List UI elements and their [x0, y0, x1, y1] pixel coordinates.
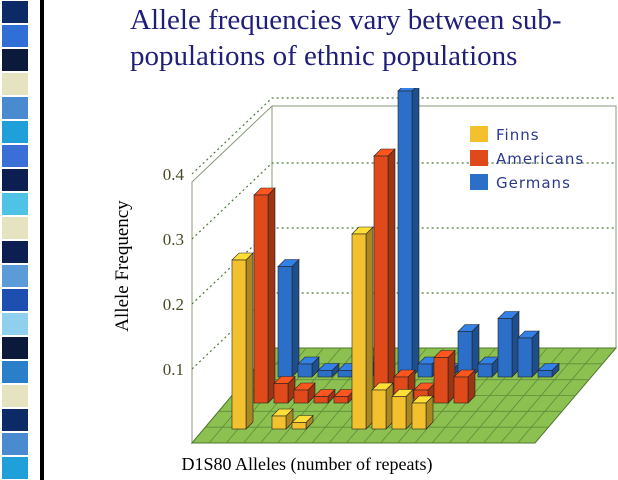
- side-stripe-block: [2, 433, 28, 455]
- side-stripe-block: [2, 1, 28, 23]
- bar: [351, 233, 367, 430]
- chart-legend: Finns Americans Germans: [470, 126, 584, 192]
- bar: [277, 266, 293, 378]
- y-tick-label: 0.4: [163, 165, 185, 184]
- bar-side: [291, 258, 300, 378]
- bar: [293, 389, 309, 404]
- legend-label: Germans: [496, 174, 571, 192]
- bar-side: [267, 187, 276, 404]
- y-axis-ticks: 0.1 0.2 0.3 0.4: [163, 165, 185, 379]
- bar: [517, 337, 533, 378]
- side-stripe-block: [2, 73, 28, 95]
- side-stripe-block: [2, 217, 28, 239]
- bar: [371, 389, 387, 430]
- allele-frequency-chart: 0.1 0.2 0.3 0.4 Allele Frequency D1S80 Alle…: [112, 88, 618, 475]
- bar-side: [387, 148, 396, 404]
- bar: [271, 415, 287, 430]
- bar: [433, 357, 449, 404]
- y-tick-label: 0.1: [163, 360, 184, 379]
- side-stripe-block: [2, 385, 28, 407]
- side-stripe-block: [2, 145, 28, 167]
- y-tick-label: 0.2: [163, 295, 184, 314]
- side-stripe-block: [2, 193, 28, 215]
- legend-swatch: [470, 174, 488, 190]
- slide-title-line-2: populations of ethnic populations: [130, 40, 518, 72]
- bar: [397, 90, 413, 378]
- side-stripe-block: [2, 121, 28, 143]
- bar: [273, 383, 289, 404]
- bar-side: [245, 252, 254, 430]
- legend-swatch: [470, 150, 488, 166]
- bar: [411, 402, 427, 430]
- side-stripe-block: [2, 97, 28, 119]
- bar: [291, 422, 307, 430]
- side-stripe-block: [2, 49, 28, 71]
- bar: [253, 194, 269, 404]
- legend-label: Americans: [496, 150, 584, 168]
- slide-side-stripe: [0, 0, 50, 480]
- bar: [317, 370, 333, 378]
- bar: [497, 318, 513, 378]
- y-axis-label: Allele Frequency: [112, 200, 133, 332]
- bar: [297, 363, 313, 378]
- bar: [231, 259, 247, 430]
- gridline: [191, 97, 616, 175]
- side-stripe-block: [2, 25, 28, 47]
- bar: [537, 370, 553, 378]
- bar: [391, 396, 407, 430]
- side-stripe-block: [2, 409, 28, 431]
- side-stripe-block: [2, 265, 28, 287]
- legend-label: Finns: [496, 126, 540, 144]
- bar-side: [531, 330, 540, 378]
- bar: [417, 363, 433, 378]
- legend-swatch: [470, 126, 488, 142]
- gridline: [191, 162, 616, 240]
- bar: [453, 376, 469, 404]
- slide-title-line-1: Allele frequencies vary between sub-: [130, 4, 562, 36]
- side-stripe-block: [2, 289, 28, 311]
- chart-bars: [231, 88, 560, 430]
- side-stripe-block: [2, 241, 28, 263]
- bar-side: [411, 88, 420, 378]
- back-wall: [272, 105, 617, 349]
- side-stripe-rule: [40, 0, 44, 480]
- side-stripe-block: [2, 457, 28, 479]
- bar: [333, 396, 349, 404]
- bar: [477, 363, 493, 378]
- bar: [337, 370, 353, 378]
- bar: [373, 155, 389, 404]
- y-tick-label: 0.3: [163, 230, 184, 249]
- slide-title: Allele frequencies vary between sub- pop…: [130, 2, 610, 74]
- side-stripe-block: [2, 337, 28, 359]
- side-stripe-block: [2, 313, 28, 335]
- side-stripe-block: [2, 361, 28, 383]
- side-stripe-block: [2, 169, 28, 191]
- x-axis-label: D1S80 Alleles (number of repeats): [182, 454, 433, 475]
- bar: [313, 396, 329, 404]
